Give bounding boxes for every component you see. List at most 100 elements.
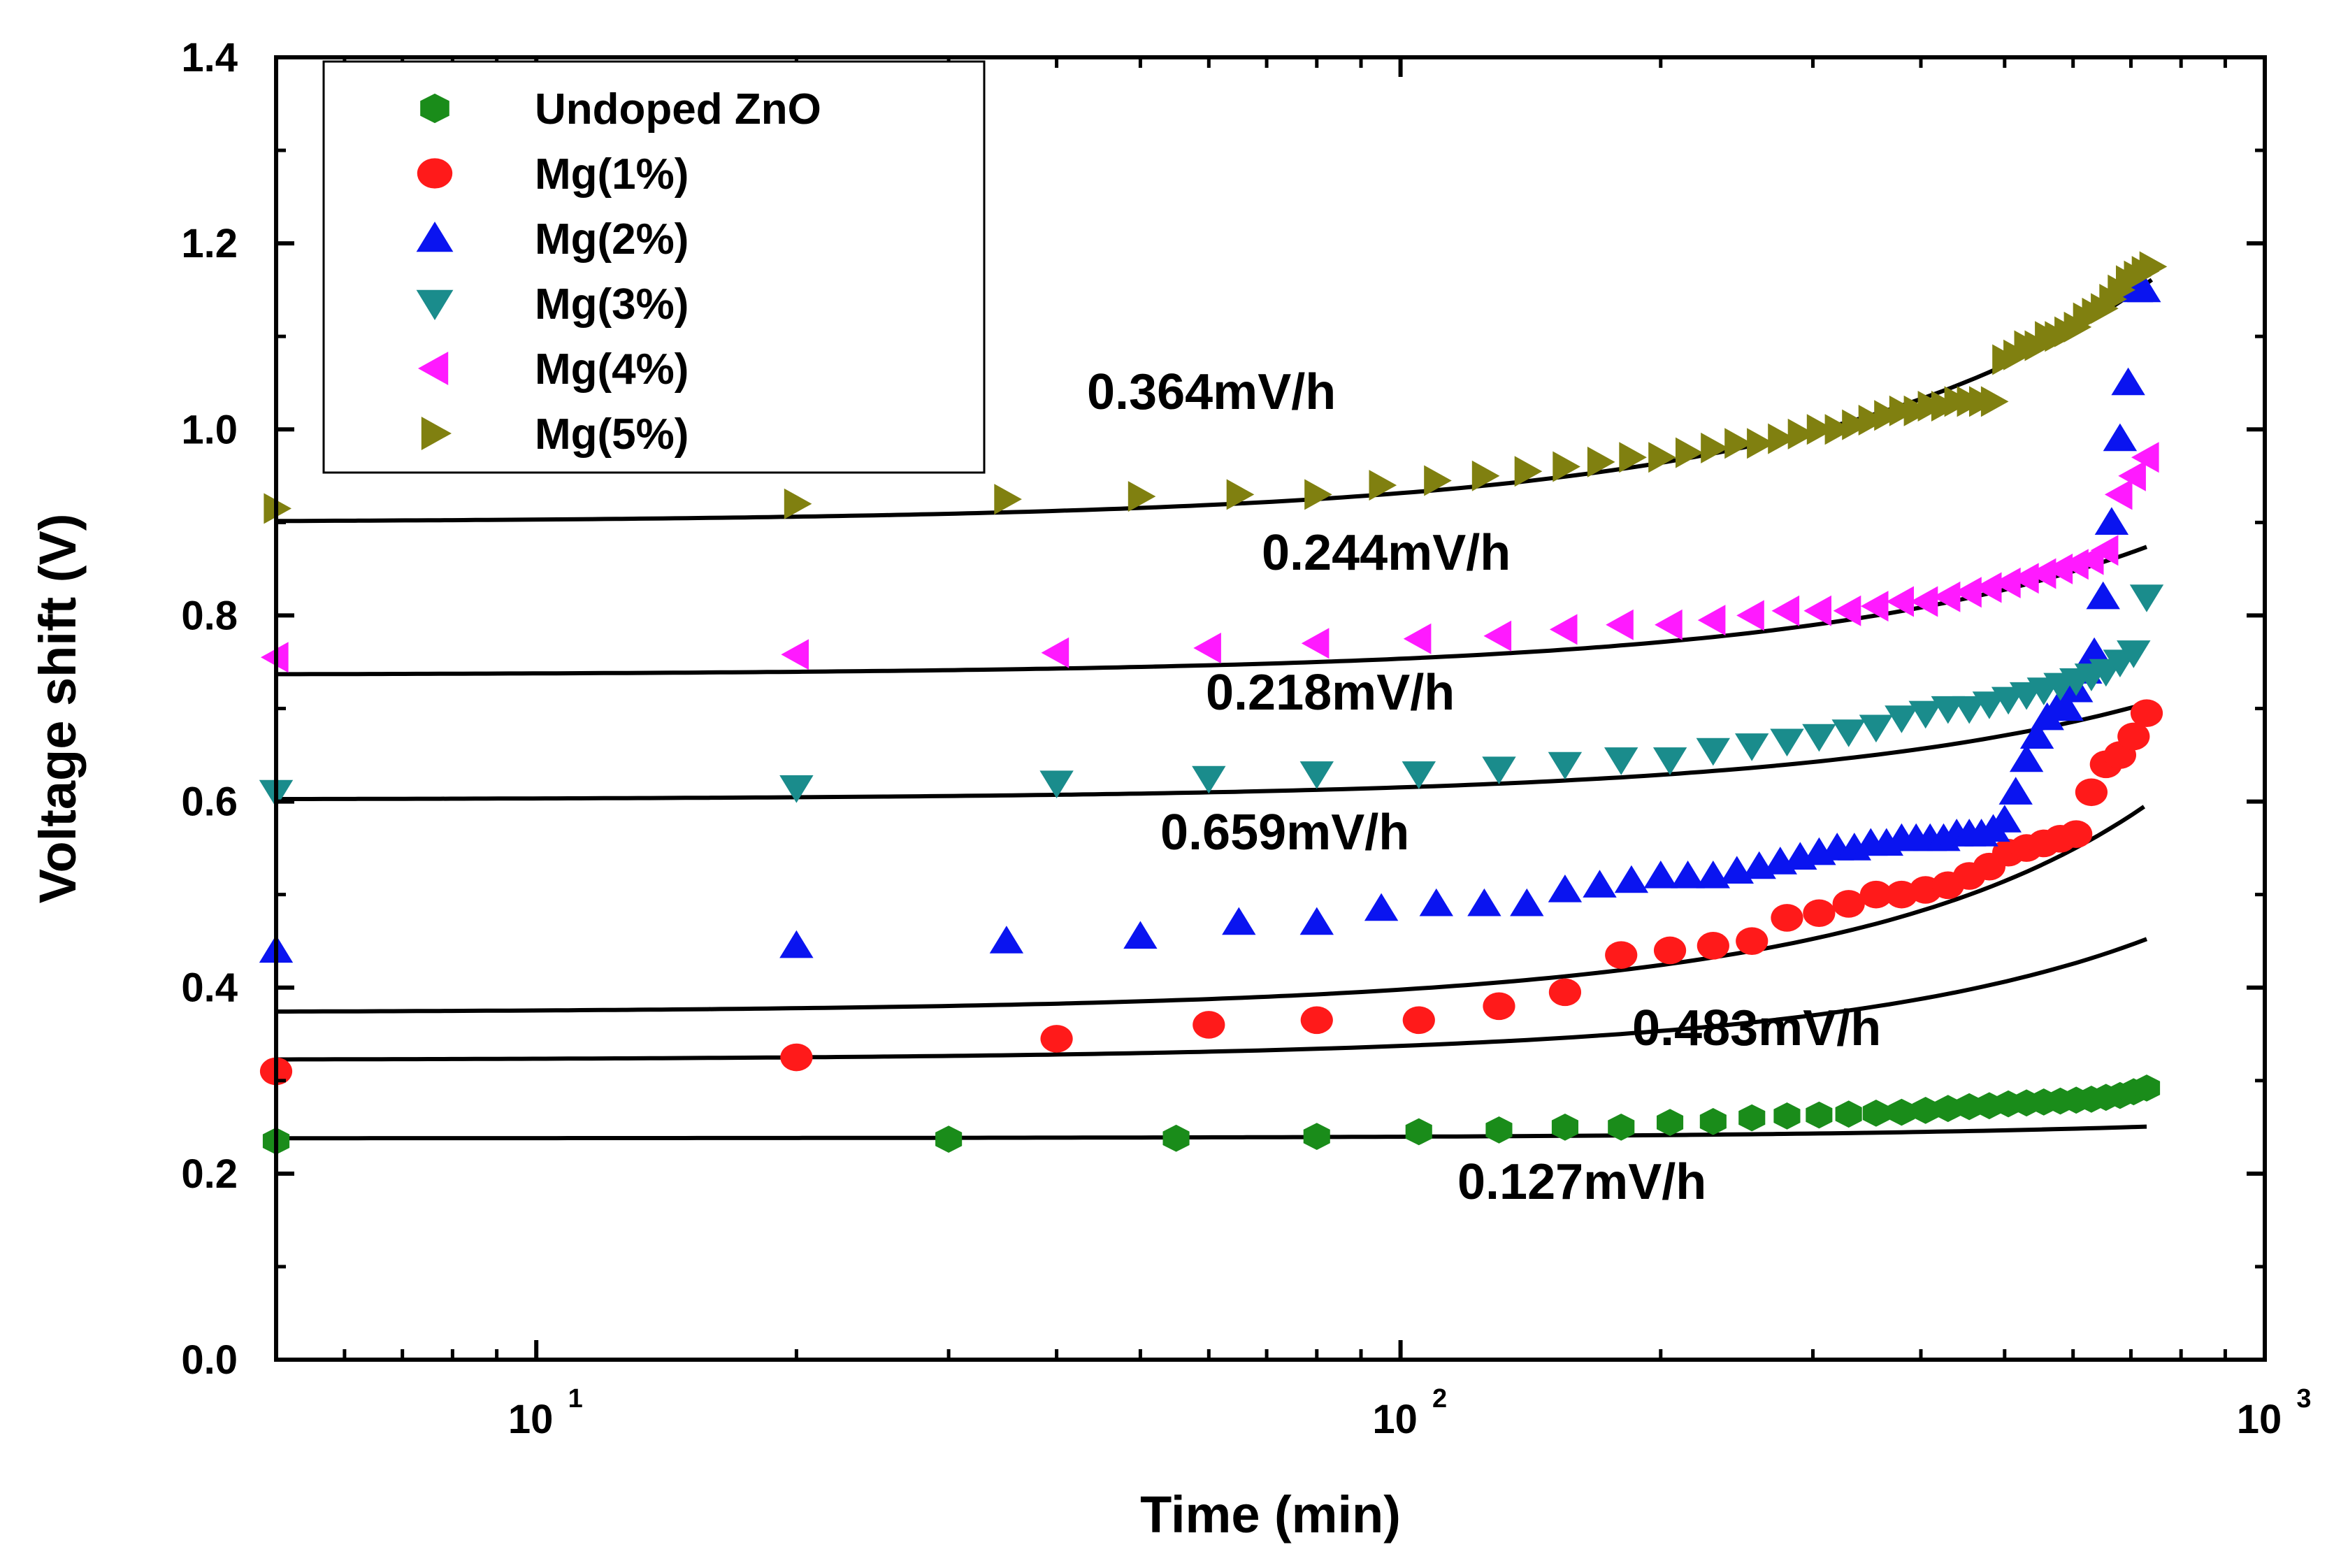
fit-line-4 [276, 545, 2148, 677]
data-point-s5-13 [1648, 442, 1676, 473]
data-point-s1-4 [1300, 1006, 1333, 1035]
data-point-s3-8 [1604, 747, 1638, 775]
fit-rate-annotation-2: 0.659mV/h [1160, 805, 1409, 861]
data-point-s0-29 [2133, 1074, 2161, 1102]
y-tick-label-1: 0.2 [181, 1151, 238, 1197]
y-tick-label-0: 0.0 [181, 1337, 238, 1383]
data-point-s4-21 [1993, 567, 2021, 598]
data-point-s0-8 [1657, 1109, 1684, 1136]
data-point-s0-2 [1162, 1124, 1190, 1152]
data-point-s1-9 [1653, 936, 1687, 965]
legend-label-4: Mg(4%) [535, 345, 689, 394]
data-point-s2-33 [1987, 805, 2022, 833]
data-point-s4-4 [1301, 628, 1330, 659]
data-point-s2-43 [2086, 581, 2120, 610]
data-point-s3-13 [1802, 724, 1836, 752]
y-tick-label-2: 0.4 [181, 965, 238, 1011]
legend-marker-5 [421, 417, 452, 450]
data-point-s4-12 [1771, 595, 1800, 626]
data-point-s5-23 [1858, 405, 1887, 436]
legend-marker-4 [418, 352, 449, 385]
data-point-s1-8 [1605, 941, 1638, 969]
data-point-s4-30 [2131, 442, 2159, 473]
data-point-s4-10 [1697, 605, 1726, 636]
data-point-s3-11 [1735, 733, 1769, 761]
data-point-s3-5 [1402, 761, 1436, 789]
data-point-s2-7 [1419, 888, 1453, 916]
axis-titles-layer: Time (min) Voltage shift (V) [29, 514, 1401, 1544]
legend-marker-3 [416, 289, 454, 320]
data-point-s4-13 [1803, 595, 1831, 626]
data-point-s5-12 [1619, 442, 1647, 473]
data-point-s3-17 [1908, 700, 1943, 729]
data-point-s1-7 [1548, 978, 1582, 1007]
data-point-s5-11 [1587, 446, 1615, 477]
data-point-s4-29 [2118, 460, 2146, 491]
data-point-s2-44 [2094, 507, 2129, 535]
data-point-s3-3 [1192, 765, 1226, 794]
x-tick-label-base-0: 10 [508, 1397, 554, 1442]
data-point-s1-3 [1193, 1011, 1225, 1039]
x-tick-label-base-2: 10 [2237, 1397, 2282, 1442]
data-point-s2-34 [1998, 777, 2033, 805]
data-point-s4-2 [1041, 637, 1069, 668]
data-point-s4-18 [1932, 581, 1961, 612]
data-point-s5-18 [1768, 423, 1796, 454]
x-tick-label-exp-1: 2 [1432, 1384, 1447, 1414]
data-point-s1-6 [1483, 992, 1515, 1021]
data-point-s0-14 [1862, 1100, 1889, 1127]
data-point-s1-26 [2075, 778, 2108, 807]
data-point-s4-8 [1606, 609, 1634, 640]
fit-rate-annotation-4: 0.244mV/h [1262, 525, 1511, 581]
legend-label-1: Mg(1%) [535, 150, 689, 199]
data-point-s3-9 [1652, 747, 1687, 775]
data-point-s5-6 [1369, 470, 1397, 501]
data-point-s5-26 [1903, 395, 1932, 426]
annotations-layer: 0.127mV/h 0.483mV/h 0.659mV/h 0.218mV/h 0.24… [1087, 364, 1881, 1210]
data-point-s0-6 [1551, 1114, 1578, 1141]
data-point-s2-12 [1614, 865, 1649, 893]
data-point-s4-6 [1483, 620, 1512, 652]
data-point-s0-17 [1934, 1095, 1961, 1123]
data-point-s4-9 [1655, 609, 1683, 640]
data-point-s5-5 [1304, 479, 1332, 510]
data-point-s2-15 [1696, 861, 1730, 889]
data-point-s5-7 [1424, 465, 1452, 496]
data-point-s2-35 [2009, 744, 2044, 772]
data-point-s5-9 [1514, 456, 1543, 487]
data-point-s5-49 [2139, 251, 2168, 282]
data-point-s4-11 [1736, 600, 1764, 631]
data-point-s2-11 [1583, 870, 1617, 898]
data-point-s1-13 [1803, 899, 1836, 928]
data-point-s5-14 [1676, 437, 1703, 468]
y-tick-label-4: 0.8 [181, 593, 238, 638]
data-point-s4-16 [1886, 586, 1914, 617]
data-point-s3-29 [2117, 640, 2151, 668]
legend-layer: Undoped ZnO Mg(1%) Mg(2%) Mg(3%) Mg(4%) Mg(5%… [322, 60, 986, 474]
fit-line-3 [276, 701, 2147, 801]
x-tick-label-exp-2: 3 [2296, 1384, 2311, 1414]
data-point-s0-5 [1485, 1116, 1513, 1144]
data-point-s3-15 [1859, 714, 1894, 743]
legend-marker-1 [417, 158, 453, 189]
data-point-s0-9 [1699, 1108, 1727, 1135]
data-point-s2-48 [2127, 274, 2161, 303]
y-tick-label-7: 1.4 [181, 35, 238, 80]
data-point-s2-39 [2050, 693, 2084, 721]
data-point-s2-9 [1510, 888, 1544, 916]
data-point-s1-11 [1736, 927, 1768, 955]
data-point-s2-13 [1643, 861, 1678, 889]
data-point-s5-8 [1471, 460, 1500, 491]
data-point-s2-14 [1671, 861, 1705, 889]
data-points-layer [259, 251, 2168, 1155]
data-point-s3-4 [1299, 761, 1334, 789]
data-point-s0-18 [1956, 1093, 1983, 1121]
data-point-s2-4 [1222, 907, 1256, 935]
data-point-s5-25 [1889, 395, 1917, 426]
y-tick-label-5: 1.0 [181, 407, 238, 452]
data-point-s1-29 [2117, 722, 2150, 751]
fit-rate-annotation-3: 0.218mV/h [1206, 665, 1455, 721]
data-point-s2-46 [2111, 367, 2145, 396]
data-point-s1-14 [1832, 890, 1865, 918]
